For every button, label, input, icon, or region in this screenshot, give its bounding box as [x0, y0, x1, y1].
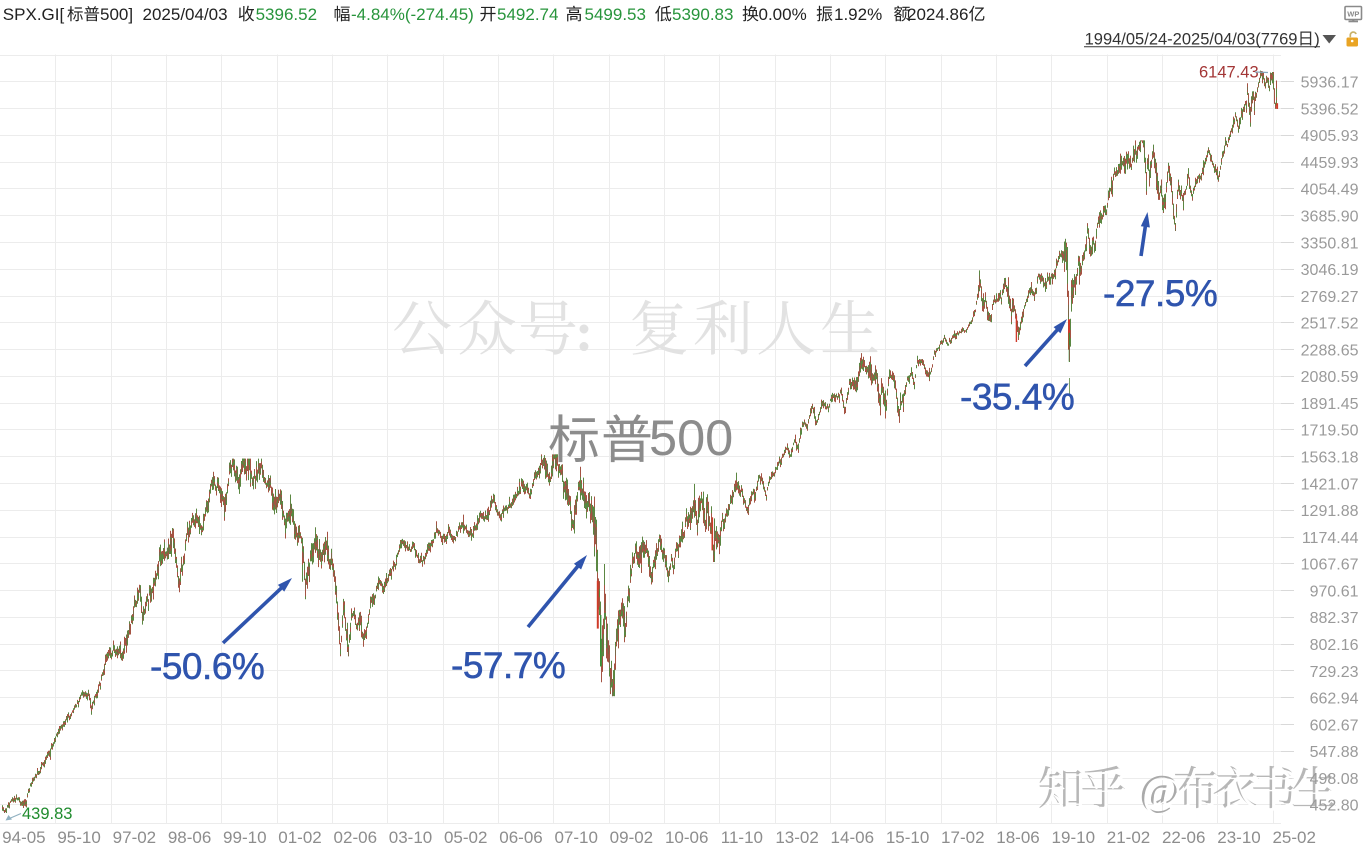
svg-text:498.08: 498.08 — [1310, 771, 1359, 788]
svg-text:01-02: 01-02 — [278, 828, 321, 847]
svg-text:-57.7%: -57.7% — [451, 645, 565, 686]
svg-text:94-05: 94-05 — [2, 828, 45, 847]
svg-text:99-10: 99-10 — [223, 828, 266, 847]
svg-text:1563.18: 1563.18 — [1301, 450, 1359, 467]
svg-text:2769.27: 2769.27 — [1301, 289, 1359, 306]
svg-text:09-02: 09-02 — [610, 828, 653, 847]
svg-text:4054.49: 4054.49 — [1301, 182, 1359, 199]
svg-text:662.94: 662.94 — [1310, 691, 1359, 708]
svg-text:@: @ — [1140, 768, 1180, 815]
svg-text:95-10: 95-10 — [57, 828, 100, 847]
svg-text:05-02: 05-02 — [444, 828, 487, 847]
svg-text:1719.50: 1719.50 — [1301, 423, 1359, 440]
svg-text:1994/05/24-2025/04/03(7769: 1994/05/24-2025/04/03(7769 — [1085, 30, 1298, 48]
svg-text:5499.53: 5499.53 — [585, 5, 646, 24]
svg-text:1067.67: 1067.67 — [1301, 557, 1359, 574]
svg-text:500: 500 — [649, 409, 733, 466]
svg-text:25-02: 25-02 — [1272, 828, 1315, 847]
svg-text:729.23: 729.23 — [1310, 664, 1359, 681]
svg-text:SPX.GI[: SPX.GI[ — [3, 5, 65, 24]
svg-text:970.61: 970.61 — [1310, 583, 1359, 600]
svg-text:@: @ — [1142, 770, 1182, 817]
svg-text:6147.43: 6147.43 — [1199, 64, 1259, 82]
svg-text:0.00%: 0.00% — [759, 5, 807, 24]
svg-text:439.83: 439.83 — [22, 805, 72, 823]
svg-text:1291.88: 1291.88 — [1301, 503, 1359, 520]
svg-text:1.92%: 1.92% — [834, 5, 882, 24]
svg-text:5396.52: 5396.52 — [1301, 101, 1359, 118]
svg-text:19-10: 19-10 — [1052, 828, 1095, 847]
svg-text:5936.17: 5936.17 — [1301, 75, 1359, 92]
svg-text:-50.6%: -50.6% — [150, 646, 264, 687]
svg-text:02-06: 02-06 — [334, 828, 377, 847]
svg-text:2080.59: 2080.59 — [1301, 369, 1359, 386]
svg-text:3046.19: 3046.19 — [1301, 262, 1359, 279]
svg-text:3350.81: 3350.81 — [1301, 235, 1359, 252]
svg-text:452.80: 452.80 — [1310, 798, 1359, 815]
svg-text:802.16: 802.16 — [1310, 637, 1359, 654]
svg-text:2288.65: 2288.65 — [1301, 342, 1359, 359]
svg-text:10-06: 10-06 — [665, 828, 708, 847]
svg-text:07-10: 07-10 — [554, 828, 597, 847]
svg-text:15-10: 15-10 — [886, 828, 929, 847]
svg-text:WP: WP — [1347, 10, 1359, 19]
svg-text:18-06: 18-06 — [996, 828, 1039, 847]
svg-text:2025/04/03: 2025/04/03 — [143, 5, 228, 24]
svg-text:1421.07: 1421.07 — [1301, 476, 1359, 493]
svg-text:500]: 500] — [100, 5, 133, 24]
svg-text:21-02: 21-02 — [1107, 828, 1150, 847]
svg-text:547.88: 547.88 — [1310, 744, 1359, 761]
svg-text:-27.5%: -27.5% — [1103, 273, 1217, 314]
svg-text:14-06: 14-06 — [831, 828, 874, 847]
svg-text:-4.84%(-274.45): -4.84%(-274.45) — [351, 5, 474, 24]
svg-text:1891.45: 1891.45 — [1301, 396, 1359, 413]
svg-text:5390.83: 5390.83 — [672, 5, 733, 24]
svg-text:22-06: 22-06 — [1162, 828, 1205, 847]
svg-text:03-10: 03-10 — [389, 828, 432, 847]
svg-text:98-06: 98-06 — [168, 828, 211, 847]
svg-text:1174.44: 1174.44 — [1302, 530, 1359, 547]
svg-text:4459.93: 4459.93 — [1301, 155, 1359, 172]
svg-text:602.67: 602.67 — [1310, 717, 1359, 734]
svg-text:5396.52: 5396.52 — [256, 5, 317, 24]
svg-text:97-02: 97-02 — [113, 828, 156, 847]
svg-text:2517.52: 2517.52 — [1301, 316, 1359, 333]
svg-text:23-10: 23-10 — [1217, 828, 1260, 847]
svg-text:5492.74: 5492.74 — [497, 5, 558, 24]
svg-text:3685.90: 3685.90 — [1301, 209, 1359, 226]
svg-text:06-06: 06-06 — [499, 828, 542, 847]
svg-text:): ) — [1314, 30, 1320, 48]
svg-text:882.37: 882.37 — [1310, 610, 1359, 627]
svg-text:11-10: 11-10 — [721, 828, 763, 847]
svg-text:4905.93: 4905.93 — [1301, 128, 1359, 145]
svg-text:-35.4%: -35.4% — [960, 377, 1074, 418]
svg-text:2024.86: 2024.86 — [907, 5, 968, 24]
svg-text:13-02: 13-02 — [775, 828, 818, 847]
svg-text:17-02: 17-02 — [941, 828, 984, 847]
svg-text::: : — [575, 301, 593, 362]
